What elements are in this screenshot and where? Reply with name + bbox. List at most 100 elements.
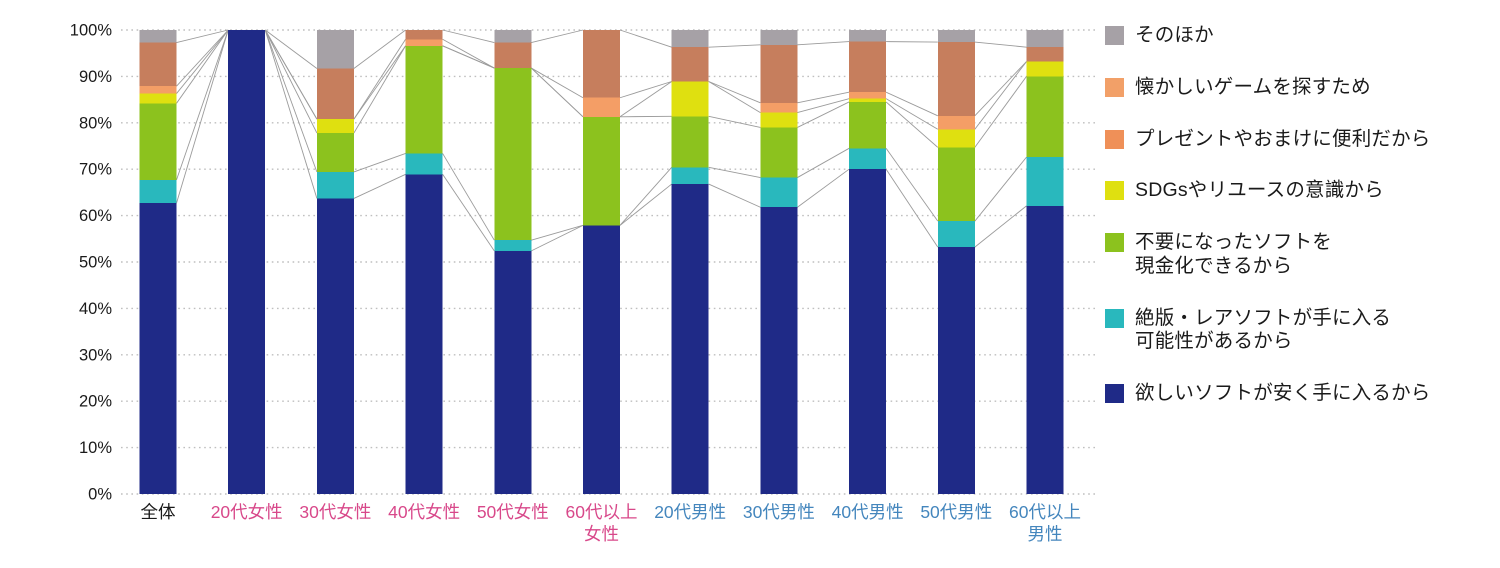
- bar-segment: [494, 68, 532, 241]
- legend-item-sdgs: SDGsやリユースの意識から: [1105, 179, 1495, 203]
- connector-line: [885, 98, 939, 130]
- connector-line: [353, 173, 406, 199]
- y-axis-label: 50%: [79, 254, 112, 272]
- bar-segment: [937, 42, 975, 116]
- bar-segment: [494, 250, 532, 494]
- bar-segment: [1026, 157, 1064, 206]
- connector-line: [708, 115, 761, 128]
- y-axis-label: 40%: [79, 300, 112, 318]
- y-axis-label: 100%: [70, 22, 113, 40]
- legend-label: プレゼントやおまけに便利だから: [1135, 127, 1431, 150]
- bar-segment: [1026, 61, 1064, 77]
- x-axis-label: 全体: [141, 502, 176, 522]
- bar-segment: [760, 112, 798, 128]
- connector-line: [708, 81, 761, 113]
- y-axis-label: 70%: [79, 161, 112, 179]
- bar-segment: [405, 153, 443, 175]
- connector-line: [974, 61, 1027, 130]
- bar-segment: [849, 101, 887, 149]
- bar-segment: [937, 247, 975, 494]
- bar-segment: [671, 184, 709, 494]
- connector-line: [885, 168, 939, 248]
- bar-segment: [1026, 47, 1064, 62]
- connector-line: [619, 29, 672, 48]
- connector-line: [264, 29, 318, 69]
- y-axis-label: 80%: [79, 114, 112, 132]
- legend-item-sonohoka: そのほか: [1105, 24, 1495, 48]
- bar-segment: [671, 116, 709, 168]
- y-axis-label: 60%: [79, 207, 112, 225]
- bar-segment: [1026, 76, 1064, 158]
- connector-line: [797, 41, 850, 46]
- bar-segment: [937, 129, 975, 148]
- connector-line: [442, 45, 495, 69]
- legend-label: 不要になったソフトを 現金化できるから: [1135, 231, 1333, 277]
- x-axis-label: 男性: [1028, 524, 1063, 544]
- x-axis-label: 50代男性: [920, 502, 992, 522]
- connector-line: [885, 148, 939, 222]
- stacked-bar-chart: 0% 10% 20% 30% 40% 50% 60% 70% 80% 90% 100% 全体 20代女性…: [70, 22, 1098, 544]
- connector-line: [264, 29, 318, 134]
- x-axis-label: 40代男性: [832, 502, 904, 522]
- connector-line: [442, 174, 495, 252]
- x-axis-label: 40代女性: [388, 502, 460, 522]
- bar-segment: [405, 30, 443, 40]
- bar-segment: [139, 93, 177, 104]
- bar-segment: [316, 133, 354, 172]
- connector-line: [264, 29, 318, 173]
- connector-line: [264, 29, 318, 199]
- bar-segment: [849, 98, 887, 102]
- bar-segment: [760, 30, 798, 45]
- legend-swatch-teal: [1105, 308, 1124, 328]
- connector-line: [531, 224, 584, 252]
- legend-item-yasuku: 欲しいソフトが安く手に入るから: [1105, 382, 1495, 406]
- bar-segment: [139, 203, 177, 494]
- connector-line: [353, 29, 406, 69]
- bar-segment: [849, 92, 887, 99]
- connector-line: [619, 81, 672, 118]
- connector-line: [176, 29, 229, 94]
- connector-line: [353, 45, 406, 120]
- bar-segment: [316, 68, 354, 120]
- connector-line: [176, 29, 229, 204]
- connector-line: [708, 44, 761, 48]
- x-axis-label: 20代女性: [211, 502, 283, 522]
- bar-segment: [760, 127, 798, 178]
- connector-line: [708, 166, 761, 178]
- connector-line: [708, 183, 761, 208]
- bar-segment: [760, 44, 798, 103]
- legend-item-present: プレゼントやおまけに便利だから: [1105, 128, 1495, 152]
- bar-segment: [316, 171, 354, 199]
- bar-segment: [405, 39, 443, 46]
- connector-line: [885, 91, 938, 117]
- bar-segment: [849, 30, 887, 42]
- connector-line: [531, 67, 584, 99]
- legend-label: 欲しいソフトが安く手に入るから: [1135, 382, 1431, 405]
- connector-line: [176, 29, 229, 104]
- bar-segment: [937, 147, 975, 222]
- legend-swatch-orange-light: [1105, 77, 1124, 97]
- bar-segment: [1026, 30, 1064, 48]
- connector-line: [708, 81, 761, 104]
- connector-line: [442, 38, 495, 69]
- bar-segment: [228, 30, 266, 494]
- connector-line: [619, 183, 672, 226]
- legend-item-natsukashii: 懐かしいゲームを探すため: [1105, 76, 1495, 100]
- bar-segment: [405, 45, 443, 154]
- x-axis-label: 30代男性: [743, 502, 815, 522]
- bar-segment: [316, 119, 354, 134]
- y-axis-label: 0%: [88, 486, 112, 504]
- bar-segment: [760, 102, 798, 113]
- bar-segment: [139, 86, 177, 94]
- connector-line: [619, 81, 672, 99]
- legend-label: そのほか: [1135, 24, 1214, 46]
- bar-segment: [139, 103, 177, 180]
- bar-segment: [1026, 205, 1064, 494]
- bar-segment: [849, 41, 887, 93]
- bar-segment: [671, 167, 709, 185]
- bar-segment: [494, 240, 532, 251]
- bar-segment: [494, 42, 532, 69]
- legend-swatch-orange: [1105, 129, 1124, 149]
- connector-line: [531, 29, 584, 43]
